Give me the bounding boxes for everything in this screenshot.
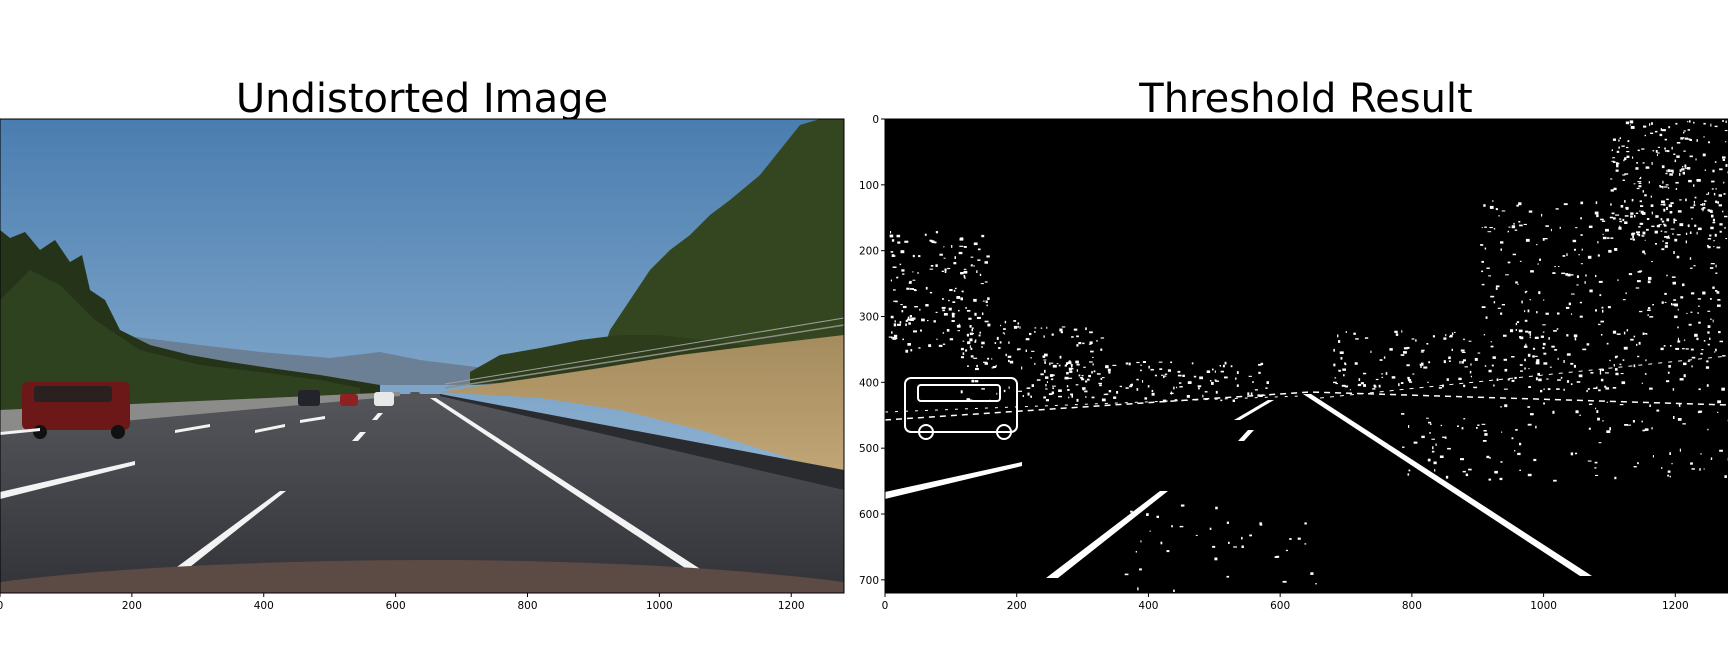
x-tick: 200 [1007, 593, 1027, 612]
y-tick: 300 [859, 312, 885, 324]
x-tick-label: 800 [517, 600, 537, 612]
right-panel-frame [884, 118, 1728, 594]
car-red-suv [22, 382, 130, 439]
edge-speckles [888, 120, 1728, 592]
x-tick: 1000 [646, 593, 673, 612]
right-panel-title: Threshold Result [1138, 76, 1472, 122]
y-tick-label: 600 [859, 509, 879, 521]
y-tick-label: 400 [859, 377, 879, 389]
x-tick-label: 400 [1138, 600, 1158, 612]
x-tick-label: 600 [386, 600, 406, 612]
undistorted-road-photo [0, 119, 844, 593]
y-tick-label: 0 [872, 114, 879, 126]
right-y-axis: 0 100 200 300 400 500 600 700 [859, 114, 885, 587]
x-tick-label: 600 [1270, 600, 1290, 612]
x-tick-label: 1000 [1530, 600, 1557, 612]
x-tick: 400 [254, 593, 274, 612]
y-tick-label: 700 [859, 575, 879, 587]
car-red-small [340, 394, 358, 406]
x-tick: 600 [1270, 593, 1290, 612]
y-tick-label: 300 [859, 312, 879, 324]
x-tick-label: 0 [0, 600, 3, 612]
y-tick-label: 100 [859, 180, 879, 192]
y-tick: 100 [859, 180, 885, 192]
car-white [374, 392, 394, 406]
left-panel-frame [0, 118, 845, 594]
x-tick: 1200 [778, 593, 805, 612]
x-tick-label: 1000 [646, 600, 673, 612]
x-tick-label: 1200 [1662, 600, 1689, 612]
x-tick-label: 400 [254, 600, 274, 612]
y-tick: 400 [859, 377, 885, 389]
y-tick: 700 [859, 575, 885, 587]
x-tick: 1000 [1530, 593, 1557, 612]
x-tick: 200 [122, 593, 142, 612]
left-x-axis: 0 200 400 600 800 1000 1200 [0, 593, 805, 612]
y-tick: 200 [859, 246, 885, 258]
right-x-axis: 0 200 400 600 800 1000 1200 [882, 593, 1689, 612]
x-tick: 600 [386, 593, 406, 612]
x-tick: 0 [882, 593, 889, 612]
lane-markings [0, 398, 708, 578]
y-tick-label: 200 [859, 246, 879, 258]
y-tick-label: 500 [859, 443, 879, 455]
x-tick-label: 800 [1402, 600, 1422, 612]
x-tick: 800 [1402, 593, 1422, 612]
left-panel-title: Undistorted Image [236, 76, 608, 122]
x-tick-label: 0 [882, 600, 889, 612]
x-tick-label: 200 [1007, 600, 1027, 612]
threshold-binary-image [885, 119, 1728, 593]
y-tick: 500 [859, 443, 885, 455]
y-tick: 0 [872, 114, 885, 126]
x-tick: 800 [517, 593, 538, 612]
x-tick: 0 [0, 593, 3, 612]
x-tick: 400 [1138, 593, 1158, 612]
y-tick: 600 [859, 509, 885, 521]
x-tick-label: 1200 [778, 600, 805, 612]
x-tick: 1200 [1662, 593, 1689, 612]
x-tick-label: 200 [122, 600, 142, 612]
car-far [410, 392, 420, 399]
car-dark [298, 390, 320, 406]
